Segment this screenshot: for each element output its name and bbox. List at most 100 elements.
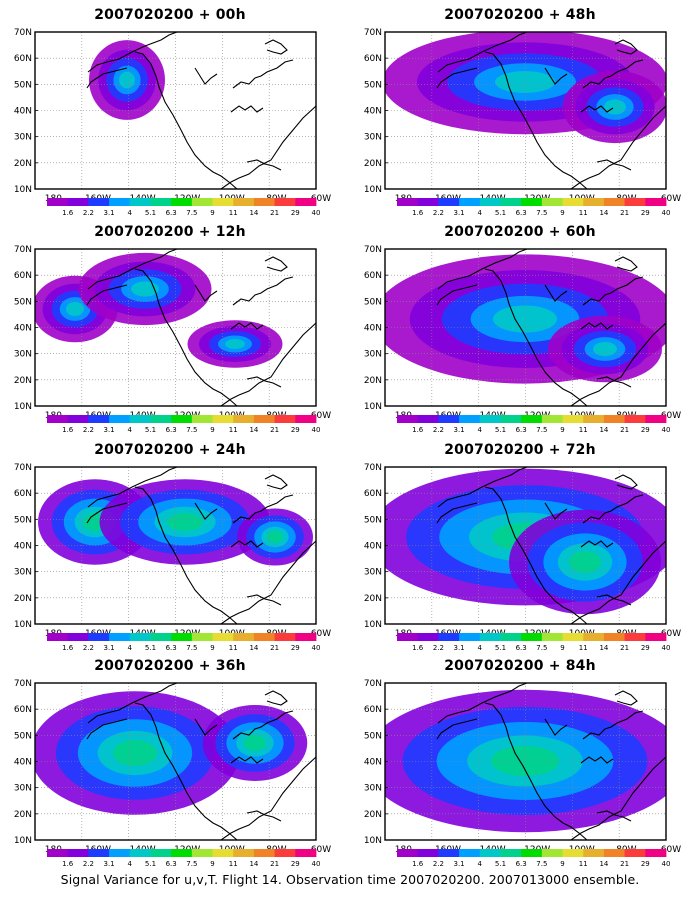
colorbar-label: 21 [270, 209, 279, 217]
coastline [436, 467, 666, 624]
colorbar-label: 5.1 [495, 426, 506, 434]
y-tick-label: 30N [364, 350, 382, 360]
colorbar-swatch [171, 633, 193, 641]
panel-title: 2007020200 + 60h [444, 224, 596, 240]
colorbar-swatch [109, 633, 131, 641]
colorbar-label: 11 [229, 426, 238, 434]
colorbar-label: 4 [128, 426, 133, 434]
colorbar-swatch [479, 415, 501, 423]
variance-region [237, 508, 313, 566]
colorbar-label: 6.3 [166, 209, 177, 217]
colorbar-label: 14 [249, 209, 258, 217]
map-panel: 2007020200 + 60h70N60N50N40N30N20N10N180… [350, 222, 690, 437]
colorbar-swatch [129, 633, 151, 641]
colorbar-label: 29 [291, 644, 300, 652]
map-panel: 2007020200 + 72h70N60N50N40N30N20N10N180… [350, 440, 690, 655]
y-tick-label: 70N [364, 679, 382, 689]
y-tick-label: 40N [364, 324, 382, 334]
colorbar-swatch [521, 415, 543, 423]
colorbar-label: 1.6 [412, 644, 424, 652]
colorbar-label: 6.3 [516, 644, 527, 652]
colorbar-label: 11 [229, 209, 238, 217]
colorbar-label: 7.5 [536, 209, 547, 217]
colorbar-swatch [67, 415, 89, 423]
colorbar-swatch [562, 633, 584, 641]
colorbar-swatch [47, 849, 69, 857]
colorbar-swatch [47, 415, 69, 423]
colorbar-label: 5.1 [145, 209, 156, 217]
colorbar-swatch [233, 415, 255, 423]
y-tick-label: 40N [14, 324, 32, 334]
colorbar-swatch [479, 633, 501, 641]
colorbar: 1.6 2.2 3.1 4 5.1 6.3 7.5 9 11 14 21 29 40 [47, 198, 320, 217]
y-tick-label: 20N [364, 810, 382, 820]
colorbar-label: 6.3 [516, 426, 527, 434]
colorbar-label: 14 [599, 860, 608, 868]
colorbar: 1.6 2.2 3.1 4 5.1 6.3 7.5 9 11 14 21 29 40 [397, 633, 670, 652]
colorbar-label: 3.1 [454, 860, 465, 868]
gridlines [35, 249, 316, 406]
map-plot: 70N60N50N40N30N20N10N180160W140W120W100W… [364, 245, 681, 434]
colorbar-swatch [583, 415, 605, 423]
colorbar-swatch [583, 849, 605, 857]
colorbar-swatch [171, 198, 193, 206]
y-tick-label: 50N [364, 731, 382, 741]
y-tick-label: 50N [14, 731, 32, 741]
colorbar-label: 5.1 [145, 860, 156, 868]
y-tick-label: 40N [14, 542, 32, 552]
variance-region [99, 479, 271, 565]
colorbar-swatch [645, 198, 667, 206]
y-tick-label: 30N [14, 133, 32, 143]
colorbar-label: 3.1 [454, 426, 465, 434]
colorbar-label: 5.1 [495, 644, 506, 652]
y-tick-label: 50N [364, 297, 382, 307]
colorbar-swatch [233, 633, 255, 641]
x-tick-label: 60W [311, 194, 331, 204]
colorbar-swatch [624, 849, 646, 857]
colorbar-label: 14 [249, 426, 258, 434]
panel-title: 2007020200 + 36h [94, 658, 246, 674]
colorbar-swatch [500, 633, 522, 641]
map-plot: 70N60N50N40N30N20N10N180160W140W120W100W… [364, 28, 681, 217]
colorbar-label: 4 [478, 644, 483, 652]
colorbar-swatch [438, 633, 460, 641]
y-tick-label: 40N [364, 758, 382, 768]
colorbar-swatch [47, 633, 69, 641]
y-tick-label: 20N [14, 594, 32, 604]
colorbar-label: 21 [270, 426, 279, 434]
y-tick-label: 30N [14, 784, 32, 794]
colorbar-label: 21 [620, 644, 629, 652]
gridlines [35, 467, 316, 624]
colorbar-label: 29 [291, 426, 300, 434]
colorbar-swatch [603, 633, 626, 641]
colorbar-label: 9 [560, 426, 564, 434]
colorbar-label: 21 [620, 860, 629, 868]
colorbar-swatch [417, 198, 439, 206]
colorbar-label: 7.5 [186, 209, 197, 217]
y-tick-label: 60N [364, 489, 382, 499]
map-plot: 70N60N50N40N30N20N10N180160W140W120W100W… [364, 463, 681, 652]
colorbar-swatch [438, 415, 460, 423]
colorbar-swatch [274, 198, 296, 206]
colorbar-swatch [171, 415, 193, 423]
colorbar-swatch [129, 849, 151, 857]
colorbar-swatch [417, 633, 439, 641]
y-tick-label: 50N [14, 515, 32, 525]
colorbar-swatch [603, 849, 626, 857]
variance-region [187, 320, 283, 368]
y-tick-label: 50N [14, 297, 32, 307]
colorbar-label: 29 [291, 209, 300, 217]
colorbar-label: 14 [599, 209, 608, 217]
variance-region [562, 70, 666, 144]
colorbar-swatch [253, 633, 276, 641]
colorbar-swatch [479, 849, 501, 857]
colorbar-label: 7.5 [536, 426, 547, 434]
colorbar-label: 40 [312, 860, 321, 868]
colorbar-label: 2.2 [83, 644, 94, 652]
colorbar-swatch [67, 849, 89, 857]
colorbar-swatch [397, 198, 419, 206]
colorbar-label: 4 [478, 426, 483, 434]
colorbar-label: 7.5 [536, 860, 547, 868]
colorbar-swatch [88, 849, 110, 857]
colorbar-label: 1.6 [412, 426, 424, 434]
